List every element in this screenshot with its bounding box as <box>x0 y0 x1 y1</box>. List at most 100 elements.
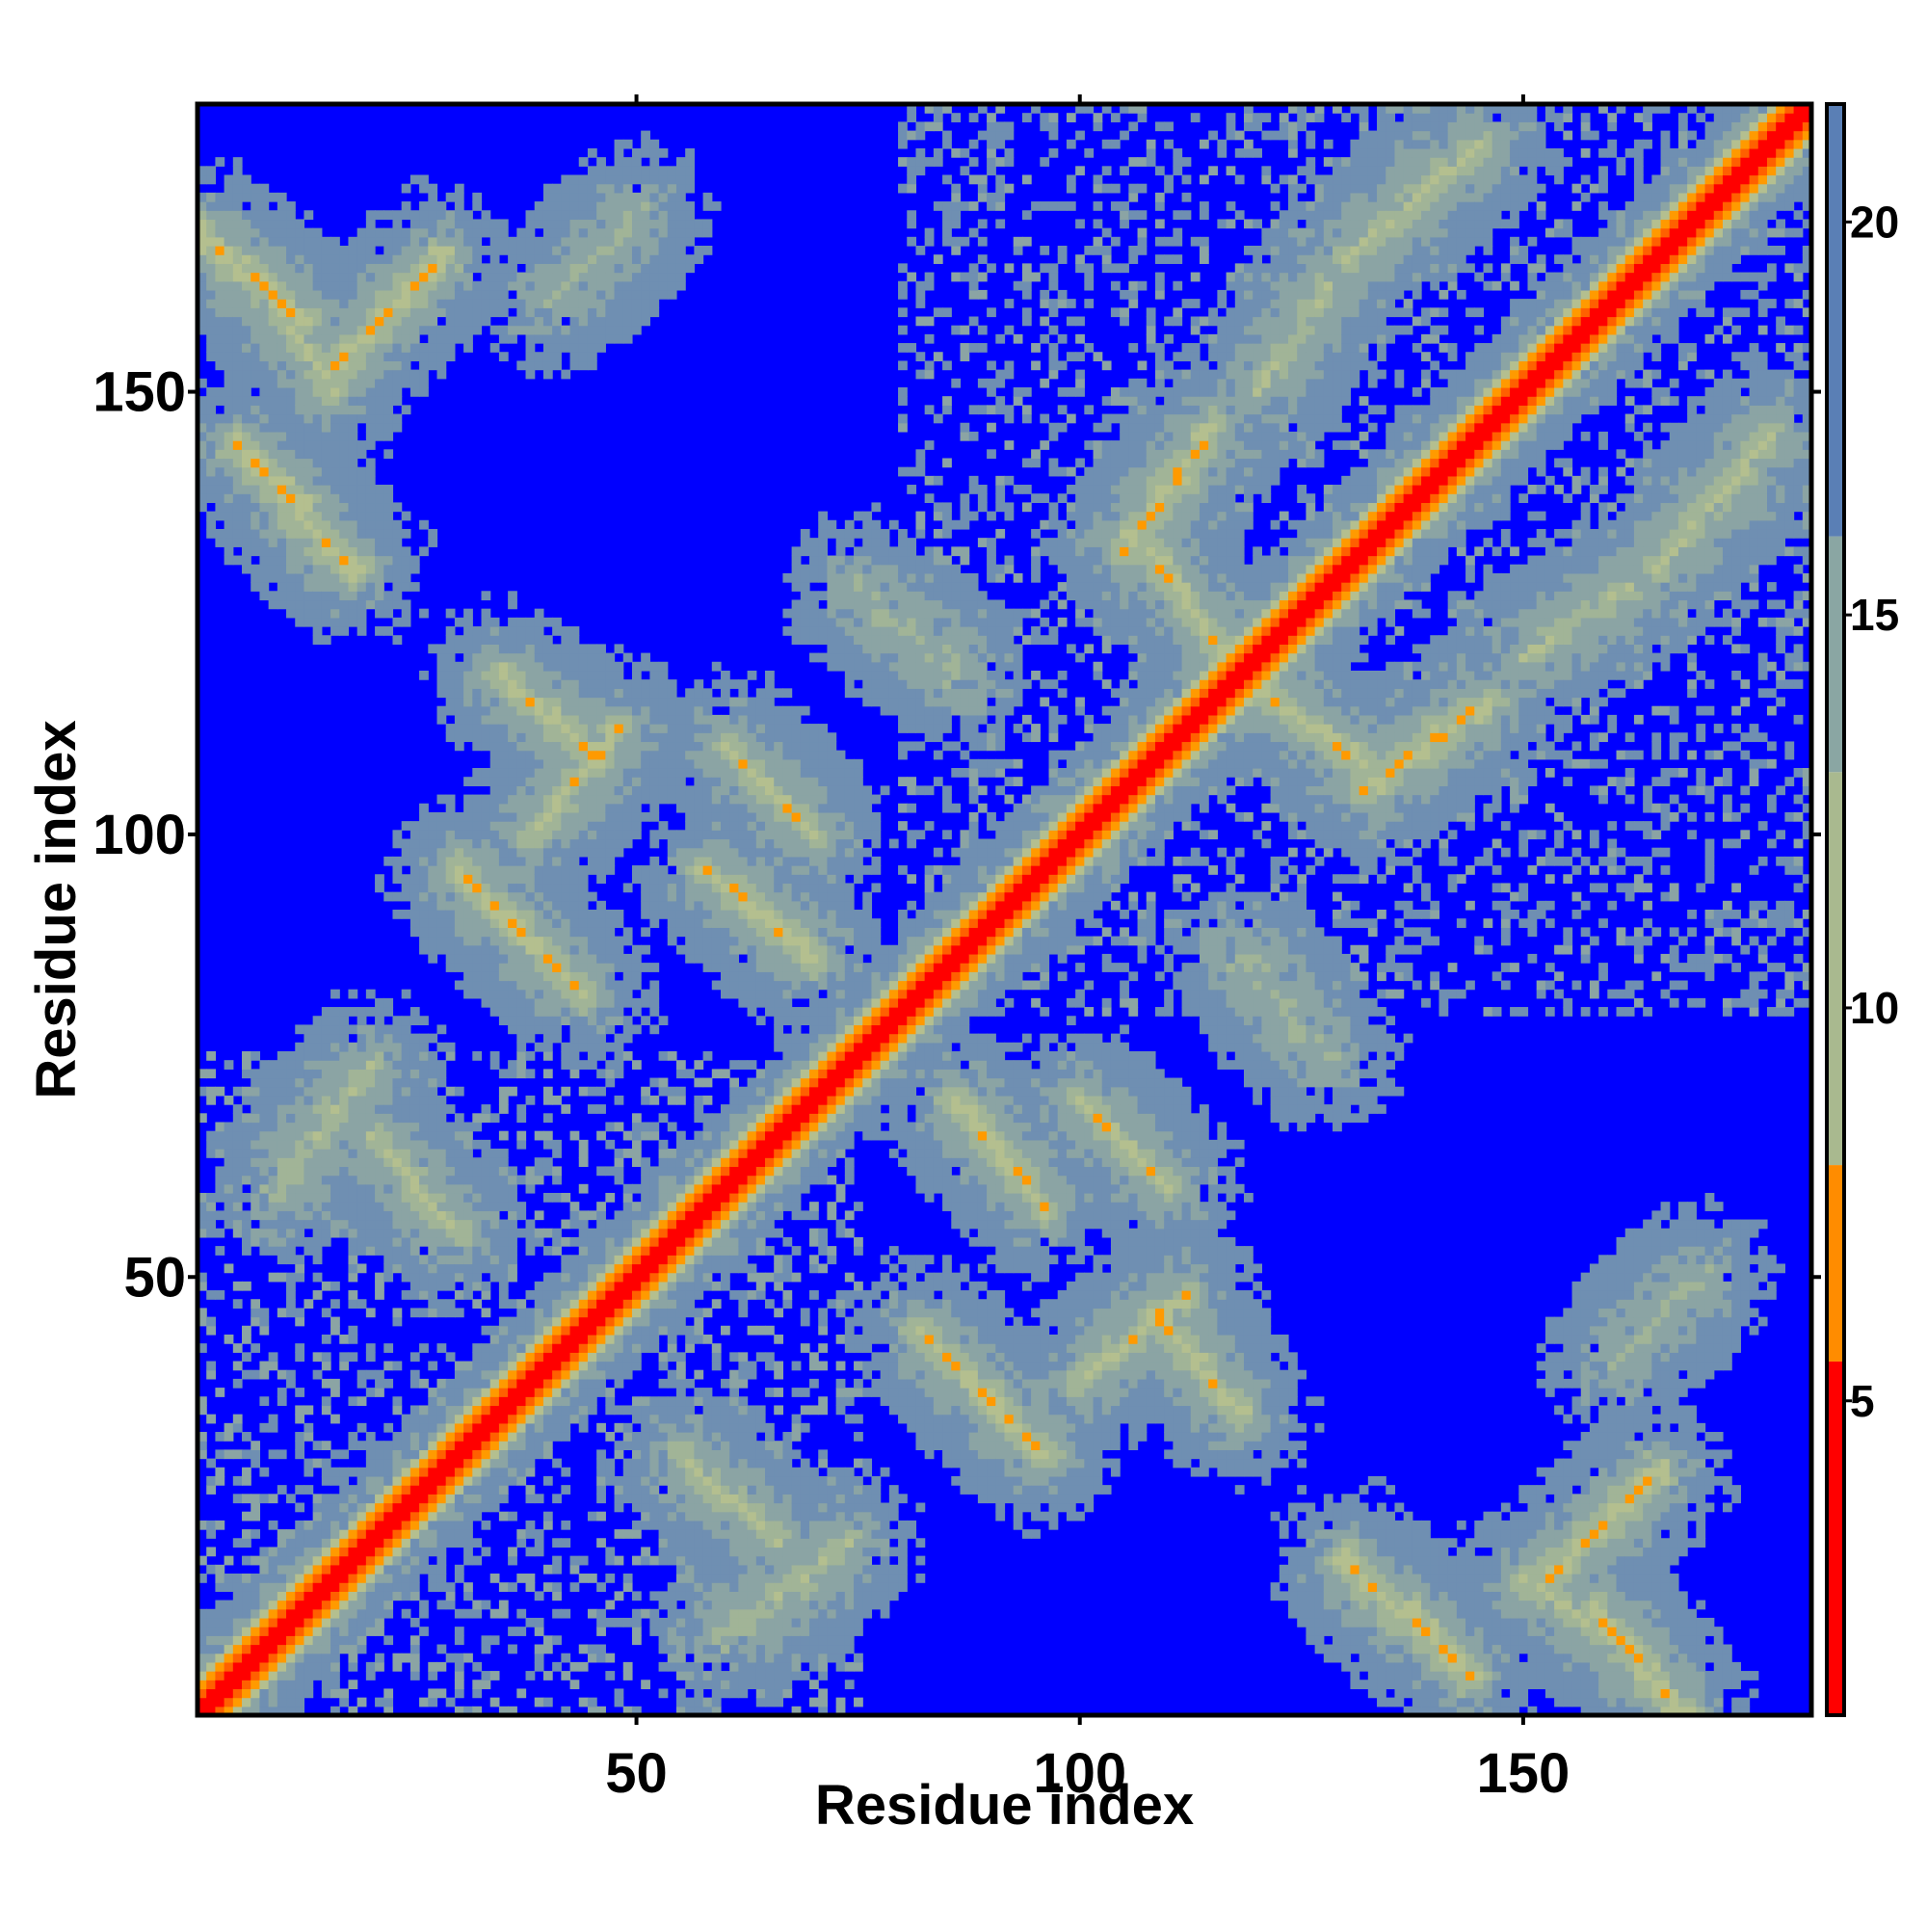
heatmap-cell <box>534 263 544 274</box>
heatmap-cell <box>419 1104 429 1114</box>
heatmap-cell <box>472 1494 483 1504</box>
heatmap-cell <box>605 980 616 991</box>
heatmap-cell <box>489 1149 500 1158</box>
heatmap-cell <box>472 1475 483 1486</box>
heatmap-cell <box>463 1475 473 1486</box>
heatmap-cell <box>561 910 571 919</box>
heatmap-cell <box>242 254 251 264</box>
heatmap-cell <box>251 1617 261 1628</box>
heatmap-cell <box>356 1149 367 1158</box>
heatmap-cell <box>304 475 314 486</box>
heatmap-cell <box>268 1139 278 1150</box>
heatmap-cell <box>419 1192 429 1203</box>
heatmap-cell <box>401 1033 411 1044</box>
heatmap-cell <box>259 466 270 477</box>
heatmap-cell <box>409 333 420 344</box>
heatmap-cell <box>198 1671 207 1681</box>
heatmap-cell <box>339 1361 350 1371</box>
heatmap-cell <box>383 449 394 460</box>
heatmap-cell <box>286 1308 296 1318</box>
heatmap-cell <box>472 1050 483 1061</box>
heatmap-cell <box>206 396 216 406</box>
heatmap-cell <box>463 1255 473 1265</box>
heatmap-cell <box>498 927 509 938</box>
heatmap-cell <box>489 1441 500 1450</box>
heatmap-cell <box>596 219 606 229</box>
heatmap-cell <box>561 299 571 308</box>
heatmap-cell <box>622 254 633 264</box>
heatmap-cell <box>304 396 314 406</box>
heatmap-cell <box>330 1547 340 1557</box>
heatmap-cell <box>542 1396 553 1407</box>
heatmap-cell <box>614 333 624 344</box>
heatmap-cell <box>534 688 544 699</box>
heatmap-cell <box>516 794 527 805</box>
heatmap-cell <box>401 378 411 388</box>
heatmap-cell <box>224 1671 234 1681</box>
heatmap-cell <box>365 1369 376 1380</box>
heatmap-cell <box>321 289 331 300</box>
heatmap-cell <box>605 272 616 282</box>
heatmap-cell <box>401 1130 411 1141</box>
heatmap-cell <box>375 1042 384 1052</box>
heatmap-cell <box>409 927 420 938</box>
heatmap-cell <box>268 219 278 229</box>
heatmap-cell <box>428 1529 438 1539</box>
heatmap-cell <box>259 1600 270 1610</box>
heatmap-cell <box>569 316 580 327</box>
heatmap-cell <box>392 1582 403 1592</box>
heatmap-cell <box>348 1600 358 1610</box>
heatmap-cell <box>409 352 420 362</box>
heatmap-cell <box>348 1210 358 1221</box>
heatmap-cell <box>286 555 296 566</box>
heatmap-cell <box>596 777 606 786</box>
heatmap-cell <box>472 652 483 663</box>
heatmap-cell <box>277 1202 287 1211</box>
heatmap-cell <box>489 838 500 849</box>
heatmap-cell <box>498 1246 509 1256</box>
heatmap-cell <box>356 1617 367 1628</box>
heatmap-cell <box>463 803 473 813</box>
heatmap-cell <box>259 378 270 388</box>
heatmap-cell <box>286 1600 296 1610</box>
heatmap-cell <box>330 1183 340 1194</box>
heatmap-cell <box>472 1432 483 1442</box>
heatmap-cell <box>392 1520 403 1530</box>
heatmap-cell <box>472 963 483 972</box>
heatmap-cell <box>596 1202 606 1211</box>
heatmap-cell <box>383 1449 394 1460</box>
heatmap-cell <box>224 1149 234 1158</box>
heatmap-cell <box>542 1352 553 1363</box>
heatmap-cell <box>508 1069 517 1079</box>
heatmap-cell <box>481 1422 491 1433</box>
heatmap-cell <box>419 343 429 353</box>
heatmap-cell <box>622 785 633 796</box>
heatmap-cell <box>542 1511 553 1522</box>
heatmap-cell <box>463 1157 473 1168</box>
heatmap-cell <box>596 768 606 778</box>
heatmap-cell <box>224 201 234 211</box>
heatmap-cell <box>428 811 438 822</box>
heatmap-cell <box>224 307 234 318</box>
heatmap-cell <box>339 325 350 335</box>
heatmap-cell <box>445 1458 456 1469</box>
heatmap-cell <box>348 316 358 327</box>
heatmap-cell <box>409 1272 420 1283</box>
heatmap-cell <box>375 1564 384 1575</box>
heatmap-cell <box>534 1334 544 1344</box>
heatmap-cell <box>330 352 340 362</box>
heatmap-cell <box>561 971 571 982</box>
heatmap-cell <box>401 1149 411 1158</box>
heatmap-cell <box>641 1422 650 1433</box>
heatmap-cell <box>330 378 340 388</box>
heatmap-cell <box>215 475 225 486</box>
heatmap-cell <box>472 830 483 840</box>
heatmap-cell <box>454 1086 464 1097</box>
heatmap-cell <box>578 803 589 813</box>
heatmap-cell <box>232 1086 243 1097</box>
heatmap-cell <box>525 989 536 999</box>
heatmap-cell <box>542 811 553 822</box>
heatmap-cell <box>392 1555 403 1566</box>
heatmap-cell <box>401 838 411 849</box>
heatmap-cell <box>251 201 261 211</box>
